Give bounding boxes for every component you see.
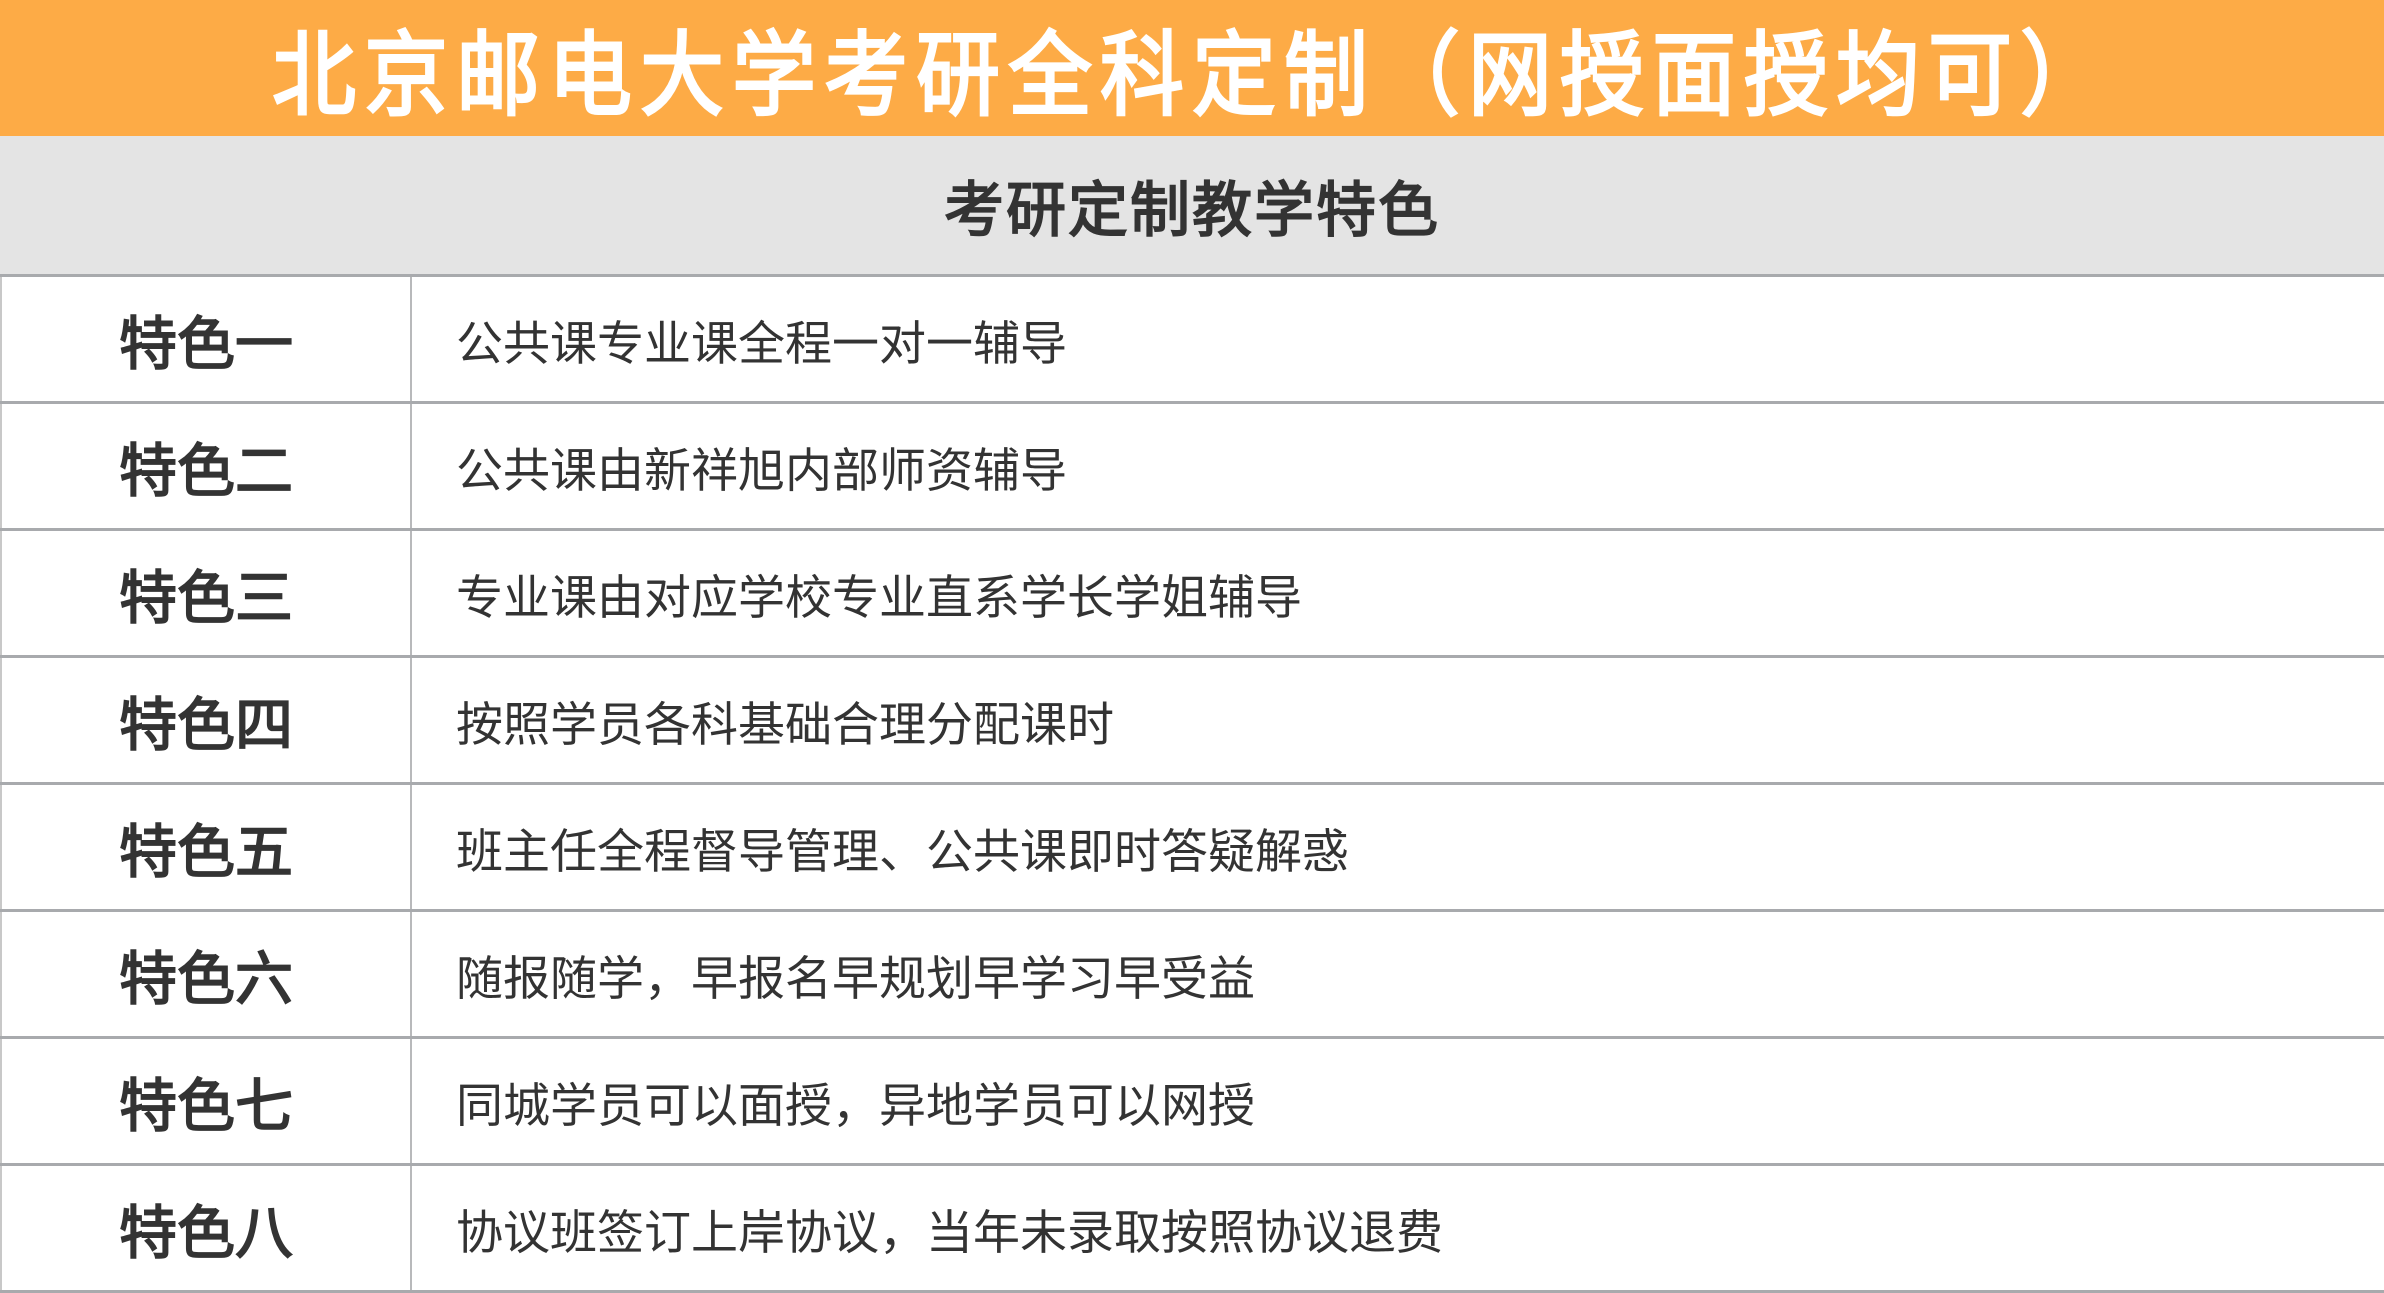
feature-label: 特色三 — [0, 531, 412, 655]
feature-label: 特色四 — [0, 658, 412, 782]
feature-label: 特色八 — [0, 1166, 412, 1290]
feature-label: 特色五 — [0, 785, 412, 909]
feature-text: 专业课由对应学校专业直系学长学姐辅导 — [456, 570, 1302, 626]
page-title: 北京邮电大学考研全科定制（网授面授均可） — [271, 21, 2112, 130]
feature-label: 特色二 — [0, 404, 412, 528]
feature-text: 公共课由新祥旭内部师资辅导 — [456, 443, 1067, 499]
table-row: 特色一 公共课专业课全程一对一辅导 — [0, 277, 2384, 404]
table-row: 特色六 随报随学，早报名早规划早学习早受益 — [0, 912, 2384, 1039]
feature-label: 特色七 — [0, 1039, 412, 1163]
feature-text: 班主任全程督导管理、公共课即时答疑解惑 — [456, 824, 1349, 880]
feature-text: 按照学员各科基础合理分配课时 — [456, 697, 1114, 753]
title-banner: 北京邮电大学考研全科定制（网授面授均可） — [0, 0, 2384, 136]
feature-text: 公共课专业课全程一对一辅导 — [456, 316, 1067, 372]
table-row: 特色八 协议班签订上岸协议，当年未录取按照协议退费 — [0, 1166, 2384, 1293]
features-table: 特色一 公共课专业课全程一对一辅导 特色二 公共课由新祥旭内部师资辅导 特色三 专业课… — [0, 277, 2384, 1293]
table-row: 特色五 班主任全程督导管理、公共课即时答疑解惑 — [0, 785, 2384, 912]
feature-text: 同城学员可以面授，异地学员可以网授 — [456, 1078, 1255, 1134]
section-header: 考研定制教学特色 — [0, 136, 2384, 277]
section-title: 考研定制教学特色 — [944, 175, 1440, 246]
table-row: 特色三 专业课由对应学校专业直系学长学姐辅导 — [0, 531, 2384, 658]
table-row: 特色四 按照学员各科基础合理分配课时 — [0, 658, 2384, 785]
table-row: 特色二 公共课由新祥旭内部师资辅导 — [0, 404, 2384, 531]
feature-text: 协议班签订上岸协议，当年未录取按照协议退费 — [456, 1205, 1443, 1261]
feature-label: 特色一 — [0, 277, 412, 401]
feature-text: 随报随学，早报名早规划早学习早受益 — [456, 951, 1255, 1007]
feature-label: 特色六 — [0, 912, 412, 1036]
table-row: 特色七 同城学员可以面授，异地学员可以网授 — [0, 1039, 2384, 1166]
